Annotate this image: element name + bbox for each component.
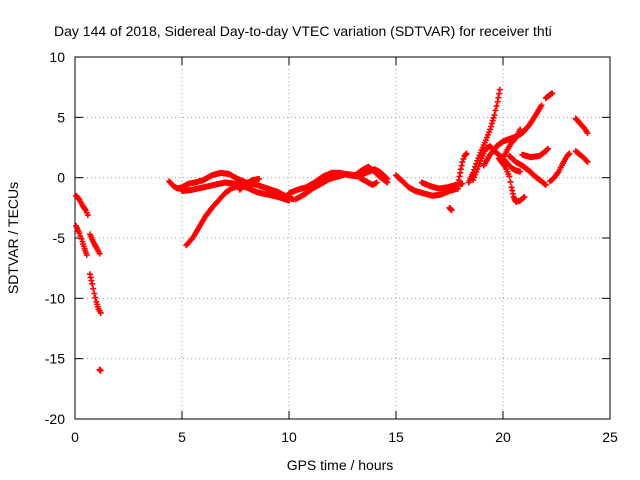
data-point-marker	[96, 250, 103, 257]
x-tick-label: 10	[281, 429, 297, 445]
data-point-marker	[488, 120, 495, 127]
data-point-marker	[584, 130, 591, 137]
series-track-n	[455, 150, 470, 187]
data-point-marker	[506, 173, 513, 180]
data-point-marker	[549, 90, 556, 97]
y-tick-label: -15	[45, 351, 65, 367]
series-outlier-low	[96, 366, 104, 374]
y-tick-label: -10	[45, 290, 65, 306]
data-point-marker	[541, 181, 548, 188]
data-point-marker	[511, 135, 518, 142]
series-track-k	[356, 174, 380, 188]
data-point-marker	[373, 179, 380, 186]
data-point-marker	[538, 102, 545, 109]
series-track-y	[572, 148, 591, 165]
data-point-marker	[83, 251, 90, 258]
series-track-h	[236, 175, 263, 193]
data-point-marker	[520, 194, 527, 201]
data-point-marker	[584, 158, 591, 165]
series-track-j	[292, 163, 391, 203]
data-point-marker	[90, 285, 97, 292]
data-point-marker	[517, 126, 524, 133]
data-point-marker	[448, 207, 455, 214]
data-point-marker	[489, 117, 496, 124]
data-point-marker	[97, 309, 104, 316]
data-point-marker	[496, 86, 503, 93]
data-point-marker	[91, 290, 98, 297]
data-point-marker	[521, 193, 528, 200]
series-track-d	[86, 271, 104, 316]
y-tick-label: -20	[45, 411, 65, 427]
y-axis-ticks: -20 -15 -10 -5 0 5 10	[45, 49, 610, 427]
x-tick-label: 15	[388, 429, 404, 445]
series-track-q	[480, 102, 545, 169]
series-track-x	[572, 115, 591, 137]
y-axis-label: SDTVAR / TECUs	[5, 182, 21, 294]
data-point-marker	[286, 197, 292, 204]
data-point-marker	[76, 230, 83, 237]
data-point-marker	[92, 294, 99, 301]
data-point-marker	[234, 183, 241, 190]
data-point-marker	[542, 181, 549, 188]
data-point-marker	[544, 145, 551, 152]
data-point-marker	[490, 114, 497, 121]
data-point-marker	[383, 178, 390, 185]
series-track-b	[73, 222, 90, 258]
data-point-marker	[97, 367, 104, 374]
data-point-marker	[256, 175, 263, 182]
series-track-w	[547, 150, 573, 185]
grid-lines	[75, 57, 610, 419]
data-point-marker	[84, 212, 91, 219]
y-tick-label: 5	[57, 109, 65, 125]
series-track-t	[506, 152, 549, 188]
series-track-a	[73, 192, 91, 219]
data-point-marker	[487, 126, 494, 133]
series-track-f	[179, 179, 292, 204]
series-track-v	[542, 90, 556, 102]
series-track-u	[519, 145, 551, 161]
data-point-marker	[488, 123, 495, 130]
series-track-o	[465, 86, 503, 186]
series-track-r	[495, 155, 528, 205]
data-point-marker	[517, 168, 524, 175]
y-tick-label: 10	[49, 49, 65, 65]
series-track-c	[86, 231, 103, 257]
series-outlier-b	[446, 204, 455, 214]
data-point-marker	[566, 150, 573, 157]
x-tick-label: 20	[495, 429, 511, 445]
chart-title: Day 144 of 2018, Sidereal Day-to-day VTE…	[54, 23, 552, 39]
data-points	[73, 86, 591, 374]
series-track-g	[183, 183, 241, 249]
data-point-marker	[491, 111, 498, 118]
x-tick-label: 5	[178, 429, 186, 445]
x-axis-label: GPS time / hours	[287, 457, 394, 473]
series-track-m	[418, 179, 466, 192]
y-tick-label: 0	[57, 170, 65, 186]
data-point-marker	[463, 150, 470, 157]
data-point-marker	[384, 179, 391, 186]
data-point-marker	[77, 232, 84, 239]
data-point-marker	[493, 103, 500, 110]
x-axis-ticks: 0 5 10 15 20 25	[71, 57, 618, 445]
data-point-marker	[459, 158, 466, 165]
data-point-marker	[89, 280, 96, 287]
series-track-s	[500, 126, 524, 162]
x-tick-label: 25	[602, 429, 618, 445]
data-point-marker	[507, 178, 514, 185]
x-tick-label: 0	[71, 429, 79, 445]
data-point-marker	[78, 235, 85, 242]
data-point-marker	[492, 107, 499, 114]
y-tick-label: -5	[53, 230, 66, 246]
data-point-marker	[460, 155, 467, 162]
